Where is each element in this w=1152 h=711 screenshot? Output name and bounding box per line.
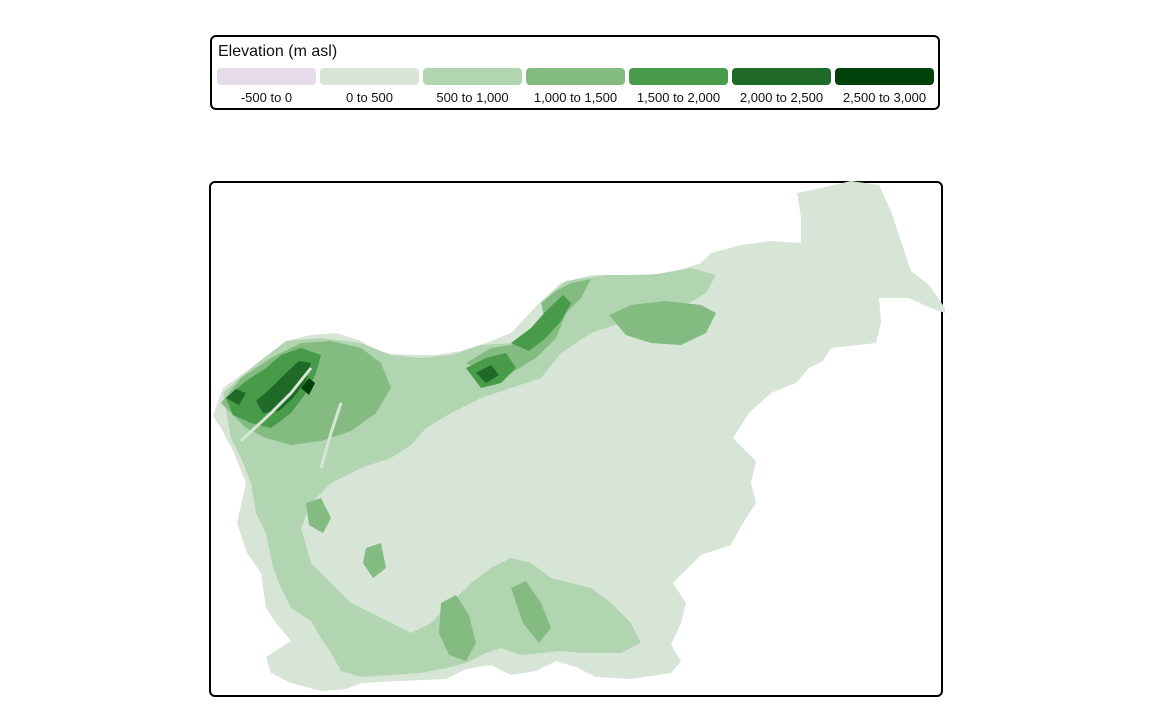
legend-swatch (732, 68, 831, 85)
elevation-zone-1000-1500 (363, 543, 386, 578)
elevation-zone-1000-1500 (511, 581, 551, 643)
elevation-zone-2000-2500 (226, 389, 246, 405)
legend-swatch (423, 68, 522, 85)
elevation-zone-0-500 (213, 181, 945, 691)
elevation-zone-1000-1500 (306, 498, 331, 533)
elevation-zone-1500-2000 (511, 295, 571, 351)
legend-swatch (320, 68, 419, 85)
legend-item: 1,000 to 1,500 (526, 68, 625, 105)
legend-item: 1,500 to 2,000 (629, 68, 728, 105)
legend-label: 1,500 to 2,000 (636, 90, 721, 105)
elevation-zone-1000-1500 (609, 301, 716, 345)
legend-item: -500 to 0 (217, 68, 316, 105)
legend-item: 500 to 1,000 (423, 68, 522, 105)
legend-swatch (835, 68, 934, 85)
elevation-zone-2000-2500 (256, 361, 311, 413)
legend-label: 0 to 500 (346, 90, 393, 105)
valley-streak (239, 367, 313, 443)
legend-label: -500 to 0 (240, 90, 293, 105)
elevation-zone-2500-3000 (301, 378, 315, 395)
legend-label: 2,500 to 3,000 (842, 90, 927, 105)
legend-title: Elevation (m asl) (218, 43, 338, 60)
legend-item: 2,500 to 3,000 (835, 68, 934, 105)
legend-swatch (526, 68, 625, 85)
legend-label: 1,000 to 1,500 (533, 90, 618, 105)
elevation-map (213, 181, 945, 691)
elevation-zone-2000-2500 (476, 365, 499, 383)
legend-item: 0 to 500 (320, 68, 419, 105)
legend-swatch (217, 68, 316, 85)
legend-label: 2,000 to 2,500 (739, 90, 824, 105)
legend-items: -500 to 0 0 to 500 500 to 1,000 1,000 to… (217, 68, 934, 105)
valley-streak (319, 402, 343, 469)
legend-label: 500 to 1,000 (436, 90, 509, 105)
map-frame (209, 181, 945, 697)
legend-swatch (629, 68, 728, 85)
legend-item: 2,000 to 2,500 (732, 68, 831, 105)
map-legend: Elevation (m asl) -500 to 0 0 to 500 500… (210, 35, 940, 110)
elevation-zone-1000-1500 (439, 595, 476, 661)
